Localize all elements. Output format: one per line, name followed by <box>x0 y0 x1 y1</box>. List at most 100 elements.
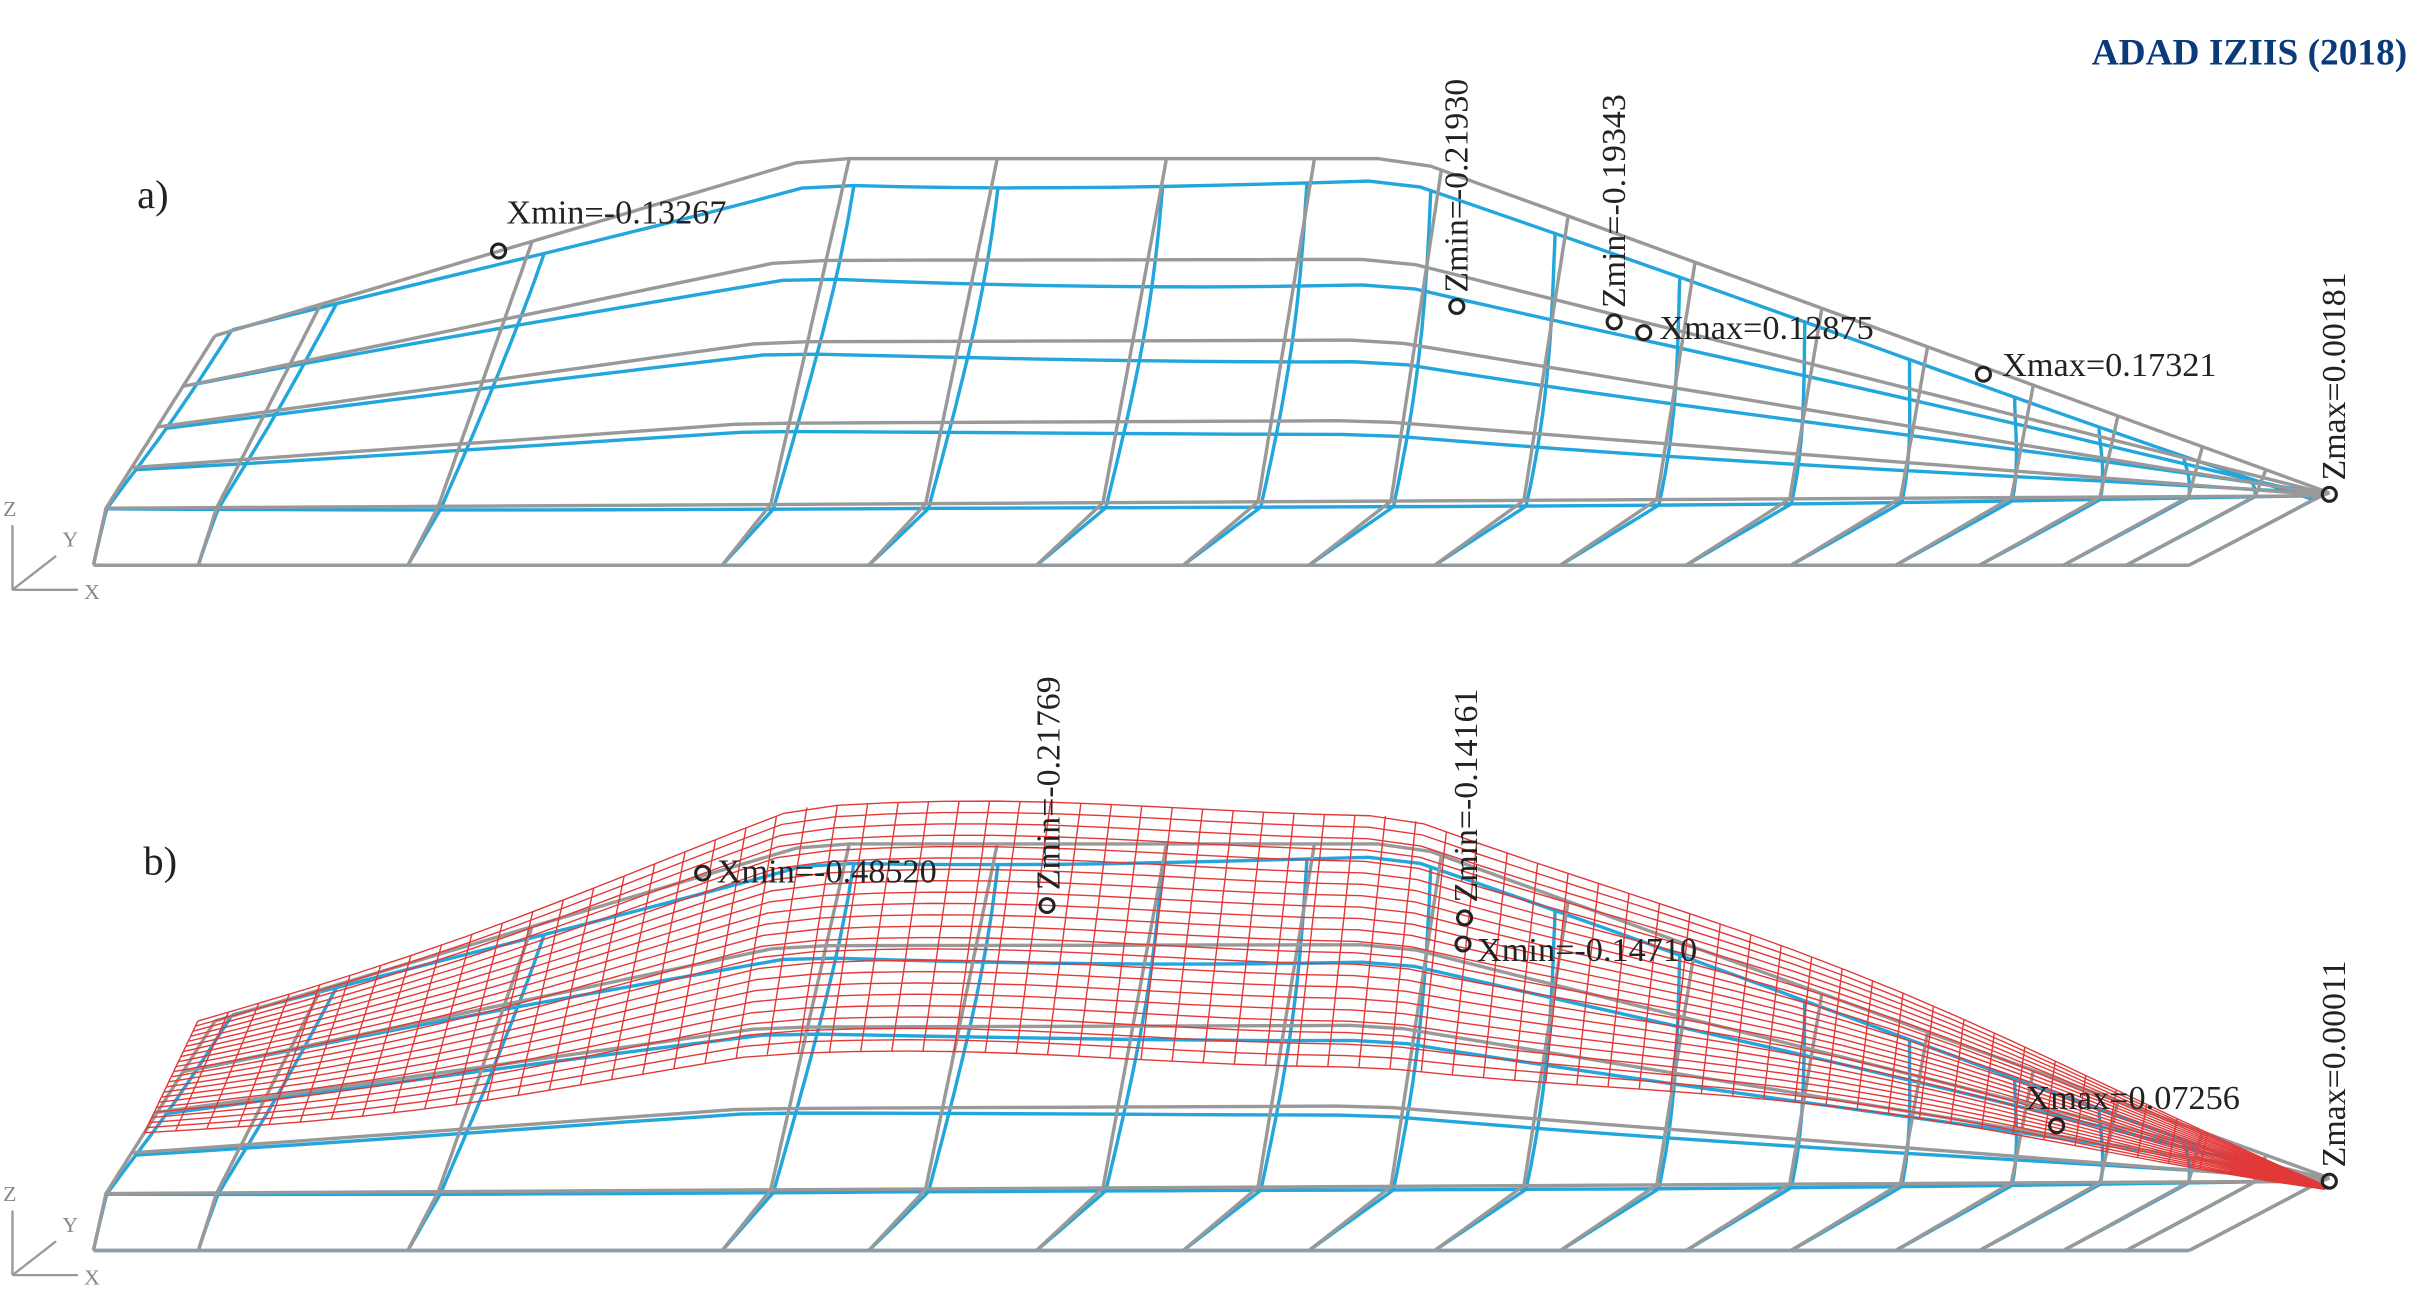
undeformed-mesh-line <box>91 334 217 566</box>
axis-line <box>11 555 57 591</box>
axis-label: Z <box>3 497 16 521</box>
panel-label: b) <box>143 839 177 884</box>
undeformed-mesh-line <box>156 338 2326 497</box>
undeformed-mesh-line <box>1894 1070 2035 1252</box>
undeformed-mesh-line <box>1182 843 1317 1252</box>
red-mesh-line <box>154 1004 2326 1190</box>
undeformed-mesh-line <box>1182 158 1317 567</box>
meshes <box>91 156 2331 1253</box>
node-marker <box>2048 1117 2066 1135</box>
deformed-mesh-line <box>106 493 2322 512</box>
undeformed-mesh-line <box>131 419 2324 497</box>
deformed-mesh-line <box>196 956 2314 1182</box>
red-mesh-line <box>1358 815 1387 1067</box>
undeformed-mesh-line <box>1790 346 1930 567</box>
deformed-mesh-line <box>406 934 546 1252</box>
red-mesh-line <box>158 982 2326 1190</box>
title: ADAD IZIIS (2018) <box>2092 33 2408 74</box>
undeformed-mesh-line <box>1978 415 2120 567</box>
red-mesh-line <box>156 993 2326 1190</box>
node-marker <box>1605 313 1623 331</box>
deformed-mesh-line <box>135 1111 2321 1181</box>
undeformed-mesh-line <box>1685 308 1824 567</box>
annotation: Zmin=-0.21930 <box>1439 79 1476 293</box>
axis-line <box>11 1240 57 1277</box>
axis-label: X <box>84 580 100 604</box>
undeformed-mesh-line <box>131 1104 2324 1183</box>
annotation: Zmin=-0.21769 <box>1030 676 1067 890</box>
red-mesh-line <box>192 823 2330 1189</box>
red-mesh-line <box>163 959 2327 1190</box>
annotation: Xmax=0.07256 <box>2025 1080 2239 1117</box>
undeformed-mesh-line <box>1559 947 1697 1252</box>
deformed-mesh-line <box>106 1179 2322 1197</box>
node-marker <box>1454 935 1472 953</box>
node-marker <box>694 864 712 882</box>
axis-triad <box>11 525 78 591</box>
red-mesh-line <box>151 1016 2326 1190</box>
annotation: Xmin=-0.48520 <box>717 854 937 891</box>
deformed-mesh-line <box>135 429 2321 495</box>
deformed-mesh-line <box>231 179 2312 501</box>
red-mesh-line <box>168 936 2327 1189</box>
undeformed-mesh-line <box>1307 855 1444 1252</box>
red-mesh-line <box>1389 821 1417 1069</box>
red-mesh-line <box>144 1050 2325 1190</box>
axis-label: Y <box>62 528 78 552</box>
deformed-mesh-line <box>166 352 2318 494</box>
deformed-mesh-line <box>1307 190 1433 567</box>
undeformed-mesh-line <box>406 926 534 1252</box>
node-marker <box>1448 297 1466 315</box>
annotation: Xmin=-0.14710 <box>1477 932 1697 969</box>
undeformed-mesh-line <box>1433 215 1570 567</box>
node-marker <box>1038 897 1056 915</box>
red-mesh-line <box>146 1038 2325 1190</box>
panel-label: a) <box>137 172 168 217</box>
undeformed-mesh-line <box>105 494 2322 510</box>
deformed-mesh-line <box>867 864 1000 1252</box>
undeformed-mesh-line <box>1035 843 1169 1252</box>
undeformed-mesh-line <box>214 156 2330 495</box>
undeformed-mesh-line <box>196 303 323 566</box>
red-mesh-line <box>149 1027 2325 1190</box>
node-marker <box>1974 365 1992 383</box>
undeformed-mesh-line <box>214 842 2330 1180</box>
node-marker <box>2320 485 2338 503</box>
red-mesh-line <box>185 857 2329 1189</box>
undeformed-mesh-line <box>720 843 851 1252</box>
annotation: Zmin=-0.14161 <box>1448 689 1485 903</box>
deformed-mesh-line <box>406 252 546 567</box>
node-marker <box>490 242 508 260</box>
axis-label: X <box>84 1265 100 1289</box>
undeformed-mesh-line <box>1894 384 2035 567</box>
undeformed-mesh-line <box>1035 158 1169 567</box>
undeformed-mesh-line <box>720 158 851 567</box>
deformed-mesh-line <box>720 863 856 1252</box>
axis-triad <box>11 1210 78 1277</box>
undeformed-mesh-line <box>1307 169 1444 567</box>
red-mesh-line <box>173 914 2328 1189</box>
axis-label: Z <box>3 1182 16 1206</box>
annotation: Xmax=0.12875 <box>1659 310 1873 347</box>
deformed-mesh-line <box>1035 862 1165 1252</box>
deformed-mesh-line <box>196 277 2314 497</box>
undeformed-mesh-line <box>1685 993 1824 1252</box>
undeformed-mesh-line <box>91 1020 217 1251</box>
red-mesh-line <box>171 925 2328 1189</box>
panel <box>91 156 2331 567</box>
annotation: Xmin=-0.13267 <box>506 194 726 231</box>
undeformed-mesh-line <box>1559 262 1697 567</box>
panel <box>91 800 2331 1253</box>
undeformed-mesh-line <box>2188 1176 2331 1252</box>
node-marker <box>2320 1172 2338 1190</box>
node-marker <box>1456 909 1474 927</box>
axis-label: Y <box>62 1213 78 1237</box>
red-mesh-line <box>183 868 2329 1189</box>
red-mesh-line <box>161 970 2327 1190</box>
annotation: Xmax=0.17321 <box>2002 347 2216 384</box>
undeformed-mesh-line <box>182 257 2328 496</box>
annotation: Zmax=0.00011 <box>2316 960 2353 1167</box>
red-mesh-line <box>178 891 2328 1189</box>
annotation: Zmax=0.00181 <box>2316 272 2353 480</box>
deformed-mesh-line <box>166 1032 2318 1180</box>
